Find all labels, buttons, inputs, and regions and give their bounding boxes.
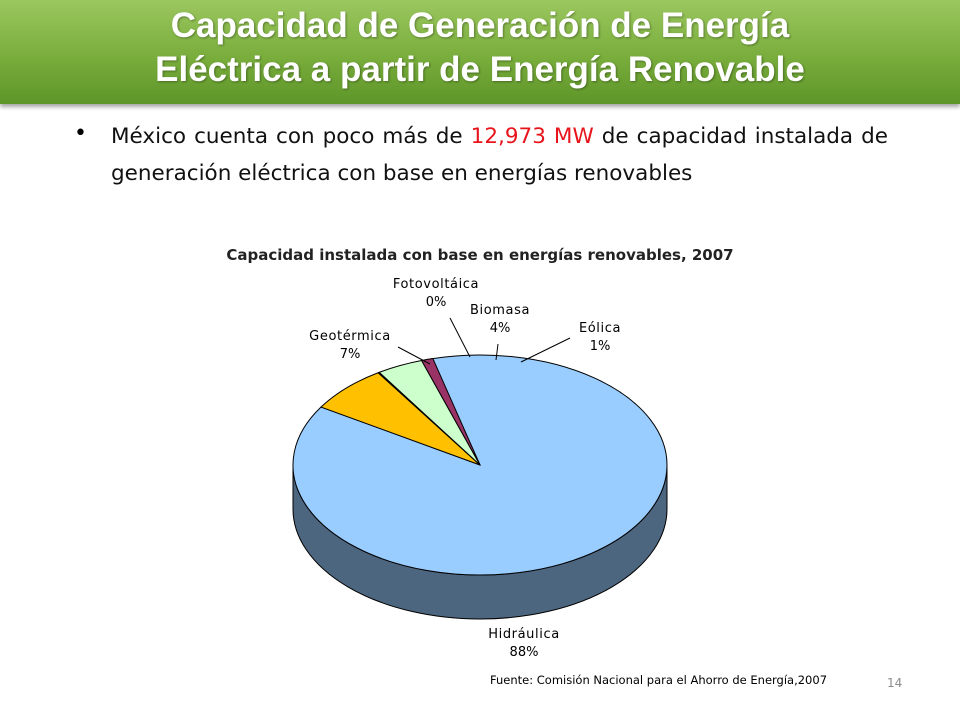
bullet-text-start: México cuenta con poco más de [111,124,471,149]
leader-line-biomasa [495,343,499,361]
slice-label-biomasa: Biomasa [470,303,530,318]
chart-title: Capacidad instalada con base en energías… [226,246,734,264]
pie-slices [292,354,668,576]
leader-line-eólica [520,337,571,363]
slice-value-hidráulica: 88% [510,645,539,660]
source-note: Fuente: Comisión Nacional para el Ahorro… [490,673,828,687]
slice-label-geotérmica: Geotérmica [309,329,391,344]
slice-label-hidráulica: Hidráulica [488,627,560,642]
slice-label-eólica: Eólica [579,321,621,336]
title-line-1: Capacidad de Generación de Energía [170,6,790,45]
pie-slice-eólica [420,357,481,466]
slice-value-fotovoltáica: 0% [426,295,447,310]
slice-value-geotérmica: 7% [340,347,361,362]
title-banner [0,0,960,104]
bullet-dot-icon: • [74,121,87,146]
slice-label-fotovoltáica: Fotovoltáica [393,277,479,292]
title-line-2: Eléctrica a partir de Energía Renovable [155,50,805,89]
leader-line-geotérmica [397,346,431,365]
bullet-text-end: de capacidad instalada de generación elé… [111,124,888,186]
page-number: 14 [887,676,903,690]
leader-line-fotovoltáica [449,317,471,358]
slice-value-eólica: 1% [590,339,611,354]
pie-labels: Hidráulica 88% Geotérmica 7% Fotovoltáica 0% B… [309,277,621,660]
slide-title: Capacidad de Generación de Energía Eléct… [0,4,960,92]
slice-value-biomasa: 4% [490,321,511,336]
capacity-highlight: 12,973 MW [470,124,594,149]
bullet-text: México cuenta con poco más de 12,973 MW … [111,118,888,192]
